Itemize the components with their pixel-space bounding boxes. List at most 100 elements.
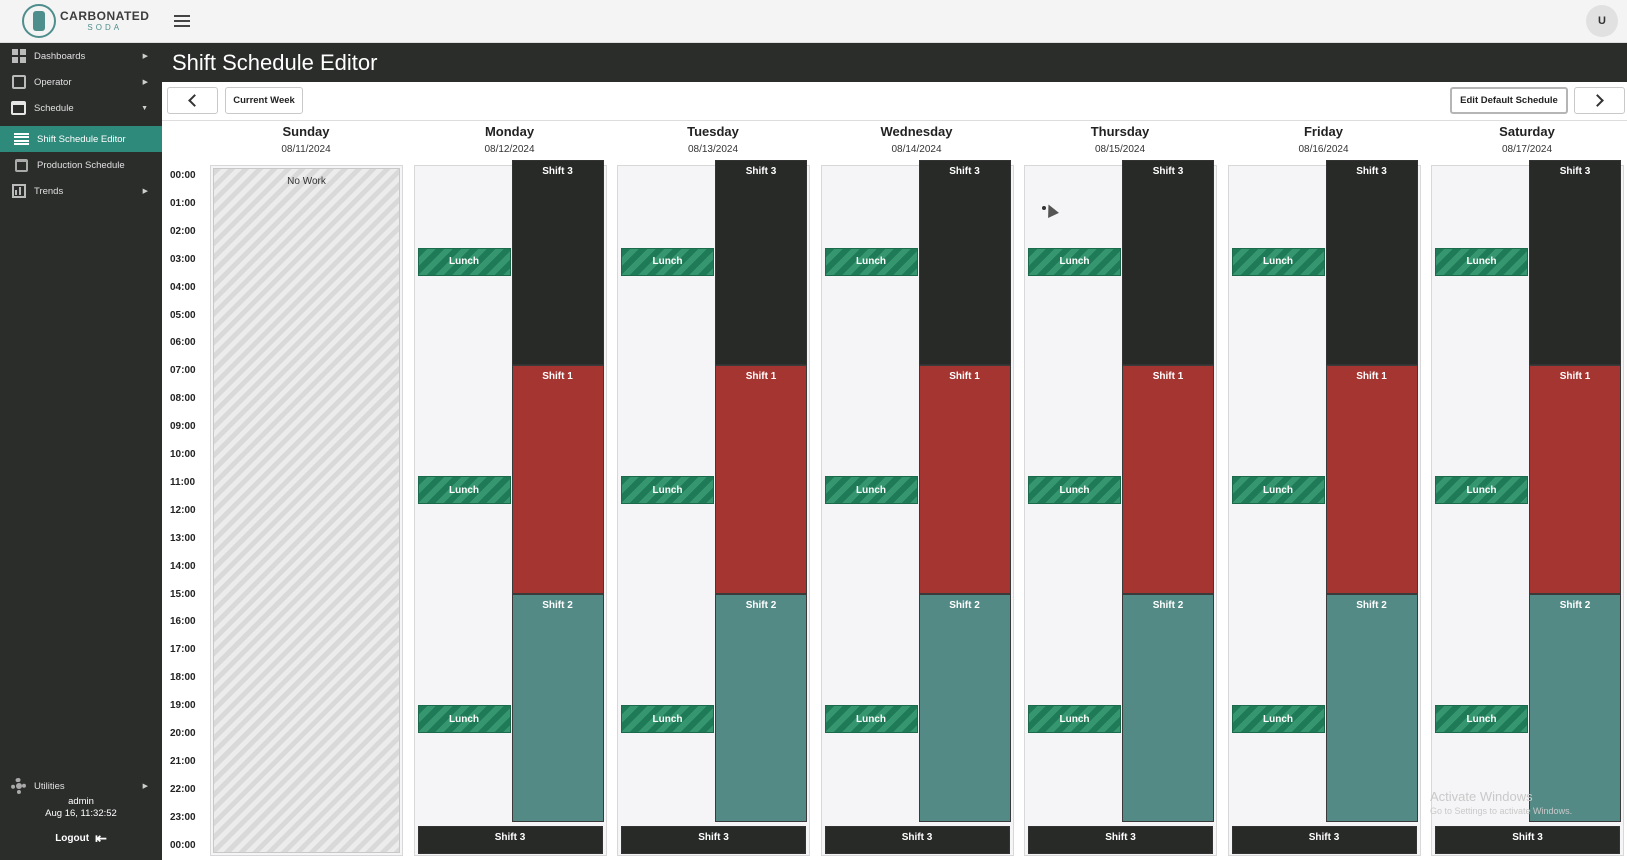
caret-right-icon: ▶ [142,783,148,790]
no-work-block[interactable]: No Work [213,168,400,853]
shift1-block[interactable]: Shift 1 [1325,364,1418,594]
shift2-block[interactable]: Shift 2 [1325,593,1418,823]
brand-name: CARBONATED [60,9,150,23]
day-header-saturday: Saturday 08/17/2024 [1432,124,1622,155]
day-column-thursday[interactable]: Shift 3 Shift 1 Shift 2 Shift 3 Lunch Lunch Lu… [1024,160,1217,856]
day-column-sunday[interactable]: No Work [210,165,403,856]
day-date: 08/16/2024 [1298,144,1349,155]
logout-icon: ⇤ [95,830,107,846]
sidebar-item-trends[interactable]: Trends ▶ [0,178,162,204]
shift3-next-day-block[interactable]: Shift 3 [621,826,806,855]
sidebar-item-label: Dashboards [34,50,86,62]
lunch-block[interactable]: Lunch [1028,476,1121,505]
day-date: 08/15/2024 [1094,144,1146,155]
shift1-block[interactable]: Shift 1 [511,364,604,594]
sidebar-item-operator[interactable]: Operator ▶ [0,69,162,95]
lunch-block[interactable]: Lunch [417,476,511,505]
lunch-block[interactable]: Lunch [417,247,511,276]
title-bar: Shift Schedule Editor [162,43,1627,82]
shift3-block[interactable]: Shift 3 [1529,160,1621,365]
shift2-block[interactable]: Shift 2 [1122,593,1214,823]
lunch-block[interactable]: Lunch [824,476,918,505]
sidebar-item-label: Schedule [34,102,74,114]
day-date: 08/14/2024 [891,144,942,155]
shift3-block[interactable]: Shift 3 [511,160,604,365]
day-name: Sunday [282,124,330,139]
lunch-block[interactable]: Lunch [824,247,918,276]
sidebar-item-production-schedule[interactable]: Production Schedule [0,152,162,178]
sidebar-item-dashboards[interactable]: Dashboards ▶ [0,43,162,69]
day-header-tuesday: Tuesday 08/13/2024 [618,124,808,155]
next-week-button[interactable] [1574,87,1625,114]
day-column-friday[interactable]: Shift 3 Shift 1 Shift 2 Shift 3 Lunch Lunch Lu… [1227,160,1421,856]
shift3-block[interactable]: Shift 3 [1122,160,1214,365]
day-column-monday[interactable]: Shift 3 Shift 1 Shift 2 Shift 3 Lunch Lunch Lu… [413,160,607,856]
shift3-next-day-block[interactable]: Shift 3 [1231,826,1417,855]
hour-label: 08:00 [170,393,196,405]
lunch-block[interactable]: Lunch [1028,247,1121,276]
shift3-block[interactable]: Shift 3 [918,160,1011,365]
brand-subtitle: SODA [87,23,123,32]
shift2-block[interactable]: Shift 2 [1529,593,1621,823]
previous-week-button[interactable] [167,87,218,114]
hour-label: 07:00 [170,365,196,377]
lunch-block[interactable]: Lunch [1435,247,1528,276]
divider [162,120,1627,121]
shift2-block[interactable]: Shift 2 [918,593,1011,823]
shift3-next-day-block[interactable]: Shift 3 [1028,826,1213,855]
lunch-block[interactable]: Lunch [1231,476,1325,505]
shift3-block[interactable]: Shift 3 [1325,160,1418,365]
sidebar-item-shift-schedule-editor[interactable]: Shift Schedule Editor [0,126,162,152]
hour-label: 05:00 [170,309,196,321]
lunch-block[interactable]: Lunch [621,247,714,276]
logo: CARBONATED SODA [0,0,162,43]
day-header-monday: Monday 08/12/2024 [415,124,605,155]
hour-label: 15:00 [170,588,196,600]
lunch-block[interactable]: Lunch [621,476,714,505]
lunch-block[interactable]: Lunch [824,705,918,734]
shift3-block[interactable]: Shift 3 [715,160,807,365]
hour-label: 06:00 [170,337,196,349]
sidebar-item-label: Shift Schedule Editor [37,133,126,145]
shift1-block[interactable]: Shift 1 [1529,364,1621,594]
sidebar-item-schedule[interactable]: Schedule ▼ [0,95,162,121]
hamburger-menu-icon[interactable] [174,15,190,27]
shift1-block[interactable]: Shift 1 [1122,364,1214,594]
hour-label: 14:00 [170,560,196,572]
hour-label: 13:00 [170,532,196,544]
shift3-next-day-block[interactable]: Shift 3 [824,826,1010,855]
sidebar-item-label: Trends [34,185,64,197]
edit-default-schedule-button[interactable]: Edit Default Schedule [1450,87,1568,114]
shift1-block[interactable]: Shift 1 [715,364,807,594]
watermark-subtitle: Go to Settings to activate Windows. [1430,806,1573,816]
day-date: 08/11/2024 [281,144,331,155]
lunch-block[interactable]: Lunch [417,705,511,734]
caret-right-icon: ▶ [142,79,148,86]
username: admin [68,796,94,807]
hour-label: 20:00 [170,728,196,739]
lunch-block[interactable]: Lunch [1231,705,1325,734]
day-column-tuesday[interactable]: Shift 3 Shift 1 Shift 2 Shift 3 Lunch Lunch Lu… [617,160,810,856]
shift3-next-day-block[interactable]: Shift 3 [417,826,603,855]
day-column-saturday[interactable]: Shift 3 Shift 1 Shift 2 Shift 3 Lunch Lunch Lu… [1431,160,1624,856]
day-column-wednesday[interactable]: Shift 3 Shift 1 Shift 2 Shift 3 Lunch Lunch Lu… [820,160,1014,856]
sidebar-item-utilities[interactable]: Utilities ▶ [0,773,162,799]
lunch-block[interactable]: Lunch [1231,247,1325,276]
day-name: Thursday [1090,124,1150,139]
lunch-block[interactable]: Lunch [1435,476,1528,505]
shift1-block[interactable]: Shift 1 [918,364,1011,594]
lunch-block[interactable]: Lunch [621,705,714,734]
lunch-block[interactable]: Lunch [1435,705,1528,734]
shift2-block[interactable]: Shift 2 [715,593,807,823]
shift2-block[interactable]: Shift 2 [511,593,604,823]
logout-button[interactable]: Logout ⇤ [0,830,162,847]
hour-label: 00:00 [170,170,196,181]
sidebar-item-label: Operator [34,76,72,88]
avatar[interactable]: U [1586,5,1618,37]
current-week-button[interactable]: Current Week [225,87,303,114]
shift3-next-day-block[interactable]: Shift 3 [1435,826,1620,855]
hour-label: 02:00 [170,225,196,237]
lunch-block[interactable]: Lunch [1028,705,1121,734]
hour-label: 18:00 [170,672,196,684]
hour-label: 22:00 [170,783,196,795]
